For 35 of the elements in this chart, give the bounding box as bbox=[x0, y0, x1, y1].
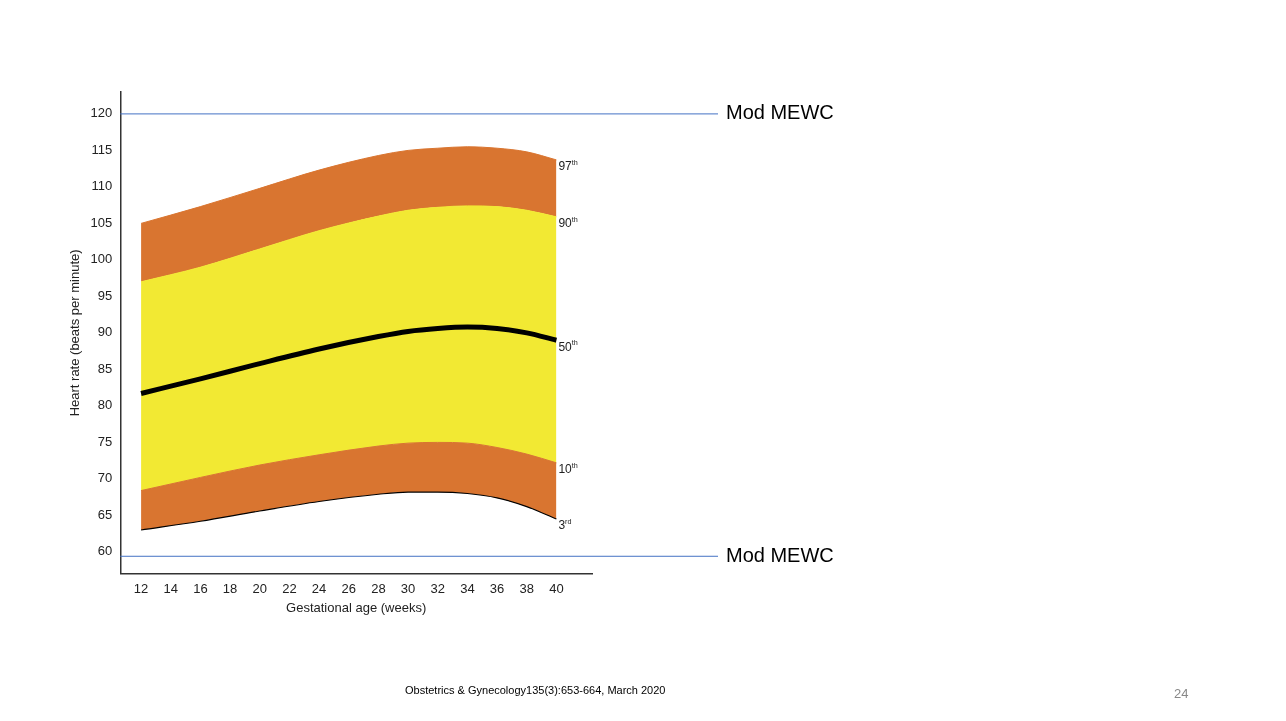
line-series bbox=[140, 491, 557, 531]
x-tick-label: 20 bbox=[252, 581, 267, 597]
y-tick-label: 100 bbox=[90, 251, 113, 267]
x-tick-label: 24 bbox=[311, 581, 327, 597]
x-tick-label: 22 bbox=[282, 581, 297, 597]
x-tick-label: 18 bbox=[222, 581, 238, 597]
text: 24 bbox=[1174, 686, 1189, 701]
y-tick-label: 110 bbox=[91, 178, 113, 194]
y-tick-label: 115 bbox=[91, 141, 113, 157]
x-tick-label: 36 bbox=[489, 581, 505, 597]
x-tick-label: 14 bbox=[163, 581, 178, 597]
x-tick-label: 30 bbox=[400, 581, 416, 597]
x-axis-title: Gestational age (weeks) bbox=[286, 599, 427, 615]
y-tick-label: 120 bbox=[90, 105, 113, 121]
x-tick-label: 32 bbox=[430, 581, 445, 597]
y-tick-label: 95 bbox=[97, 287, 113, 303]
x-tick-label: 16 bbox=[193, 581, 208, 597]
x-tick-label: 12 bbox=[133, 581, 149, 597]
text: Obstetrics & Gynecology135(3):653-664, March 2020 bbox=[405, 684, 666, 696]
x-tick-label: 26 bbox=[341, 581, 356, 597]
y-tick-label: 65 bbox=[97, 506, 113, 522]
y-tick-label: 60 bbox=[97, 543, 113, 559]
x-tick-label: 40 bbox=[549, 581, 564, 597]
y-tick-label: 75 bbox=[97, 433, 113, 449]
y-tick-label: 70 bbox=[97, 470, 113, 486]
ref-line-label: Mod MEWC bbox=[726, 543, 834, 566]
y-tick-label: 105 bbox=[90, 214, 113, 230]
y-tick-label: 90 bbox=[97, 324, 113, 340]
y-tick-label: 80 bbox=[97, 397, 113, 413]
y-axis-title: Heart rate (beats per minute) bbox=[67, 249, 83, 417]
ref-line-label: Mod MEWC bbox=[726, 101, 834, 124]
x-tick-label: 28 bbox=[371, 581, 386, 597]
x-tick-label: 38 bbox=[519, 581, 534, 597]
y-tick-label: 85 bbox=[97, 360, 113, 376]
x-tick-label: 34 bbox=[460, 581, 475, 597]
